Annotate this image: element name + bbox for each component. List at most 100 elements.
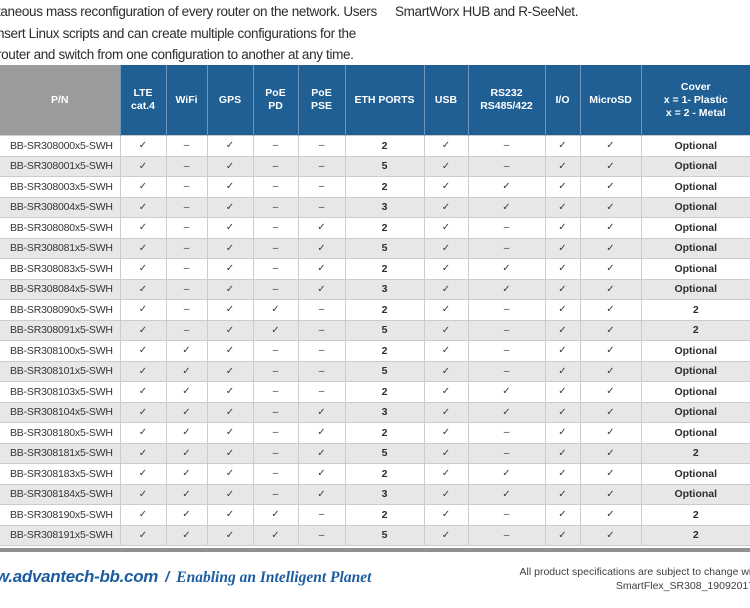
check-mark: ✓ [544,442,581,464]
dash-mark: – [165,258,208,280]
value-cell: 2 [640,442,750,464]
check-mark: ✓ [165,422,208,444]
part-number-cell: BB-SR308083x5-SWH [0,258,121,280]
value-cell: 2 [344,463,425,485]
dash-mark: – [165,319,208,341]
dash-mark: – [467,422,546,444]
part-number-cell: BB-SR308183x5-SWH [0,463,121,485]
table-row: BB-SR308190x5-SWH ✓ ✓ ✓ ✓ –2 ✓ – ✓ ✓ 2 [0,504,750,526]
check-mark: ✓ [579,278,642,300]
table-row: BB-SR308180x5-SWH ✓ ✓ ✓ – ✓ 2 ✓ – ✓ ✓ Optional [0,422,750,444]
check-mark: ✓ [579,135,642,157]
value-cell: 2 [640,504,750,526]
part-number-cell: BB-SR308090x5-SWH [0,299,121,321]
column-header-cover: Cover x = 1- Plastic x = 2 - Metal [640,65,750,136]
value-cell: 2 [344,340,425,362]
column-header-pn: P/N [0,65,120,136]
check-mark: ✓ [119,442,167,464]
check-mark: ✓ [119,135,167,157]
check-mark: ✓ [423,217,469,239]
check-mark: ✓ [206,258,254,280]
check-mark: ✓ [206,135,254,157]
dash-mark: – [165,135,208,157]
dash-mark: – [467,217,546,239]
dash-mark: – [252,340,299,362]
check-mark: ✓ [165,401,208,423]
check-mark: ✓ [165,340,208,362]
part-number-cell: BB-SR308184x5-SWH [0,483,121,505]
dash-mark: – [165,155,208,177]
check-mark: ✓ [206,442,254,464]
value-cell: Optional [640,217,750,239]
check-mark: ✓ [252,299,299,321]
check-mark: ✓ [423,258,469,280]
check-mark: ✓ [467,463,546,485]
part-number-cell: BB-SR308190x5-SWH [0,504,121,526]
dash-mark: – [297,176,346,198]
value-cell: Optional [640,360,750,382]
table-row: BB-SR308183x5-SWH ✓ ✓ ✓ – ✓ 2 ✓ ✓ ✓ ✓ Optional [0,463,750,485]
dash-mark: – [252,422,299,444]
check-mark: ✓ [119,504,167,526]
table-row: BB-SR308083x5-SWH ✓ – ✓ – ✓ 2 ✓ ✓ ✓ ✓ Optional [0,258,750,280]
check-mark: ✓ [579,319,642,341]
dash-mark: – [252,196,299,218]
table-row: BB-SR308000x5-SWH ✓ – ✓ – –2 ✓ – ✓ ✓ Optional [0,135,750,157]
check-mark: ✓ [206,196,254,218]
dash-mark: – [165,278,208,300]
check-mark: ✓ [119,340,167,362]
check-mark: ✓ [544,381,581,403]
table-row: BB-SR308081x5-SWH ✓ – ✓ – ✓ 5 ✓ – ✓ ✓ Optional [0,237,750,259]
check-mark: ✓ [579,504,642,526]
value-cell: 2 [344,299,425,321]
intro-text-line: nsert Linux scripts and can create multi… [0,25,356,41]
check-mark: ✓ [423,299,469,321]
check-mark: ✓ [165,463,208,485]
intro-text-line: router and switch from one configuration… [0,47,354,62]
check-mark: ✓ [423,381,469,403]
dash-mark: – [297,524,346,546]
check-mark: ✓ [467,196,546,218]
footer-divider [0,548,750,552]
check-mark: ✓ [579,483,642,505]
check-mark: ✓ [165,483,208,505]
column-header-rs232-rs485-422: RS232 RS485/422 [467,65,545,136]
value-cell: Optional [640,237,750,259]
check-mark: ✓ [252,504,299,526]
value-cell: Optional [640,135,750,157]
check-mark: ✓ [165,381,208,403]
table-row: BB-SR308101x5-SWH ✓ ✓ ✓ – –5 ✓ – ✓ ✓ Optional [0,360,750,382]
value-cell: 2 [640,299,750,321]
check-mark: ✓ [544,401,581,423]
check-mark: ✓ [206,504,254,526]
column-header-poe-pse: PoE PSE [297,65,345,136]
website-link[interactable]: w.advantech-bb.com [0,567,159,586]
check-mark: ✓ [579,155,642,177]
value-cell: 2 [640,319,750,341]
dash-mark: – [297,319,346,341]
check-mark: ✓ [165,524,208,546]
dash-mark: – [467,504,546,526]
dash-mark: – [467,360,546,382]
check-mark: ✓ [206,217,254,239]
value-cell: Optional [640,340,750,362]
dash-mark: – [165,237,208,259]
check-mark: ✓ [252,319,299,341]
value-cell: 5 [344,155,425,177]
check-mark: ✓ [579,258,642,280]
intro-left-column: taneous mass reconfiguration of every ro… [0,1,378,66]
table-row: BB-SR308100x5-SWH ✓ ✓ ✓ – –2 ✓ – ✓ ✓ Optional [0,340,750,362]
check-mark: ✓ [423,278,469,300]
part-number-cell: BB-SR308001x5-SWH [0,155,121,177]
part-number-cell: BB-SR308103x5-SWH [0,381,121,403]
intro-text-line: SmartWorx HUB and R-SeeNet. [395,4,579,19]
check-mark: ✓ [423,319,469,341]
dash-mark: – [297,196,346,218]
table-row: BB-SR308191x5-SWH ✓ ✓ ✓ ✓ –5 ✓ – ✓ ✓ 2 [0,524,750,546]
check-mark: ✓ [206,237,254,259]
check-mark: ✓ [544,504,581,526]
value-cell: 5 [344,237,425,259]
part-number-cell: BB-SR308080x5-SWH [0,217,121,239]
dash-mark: – [252,463,299,485]
